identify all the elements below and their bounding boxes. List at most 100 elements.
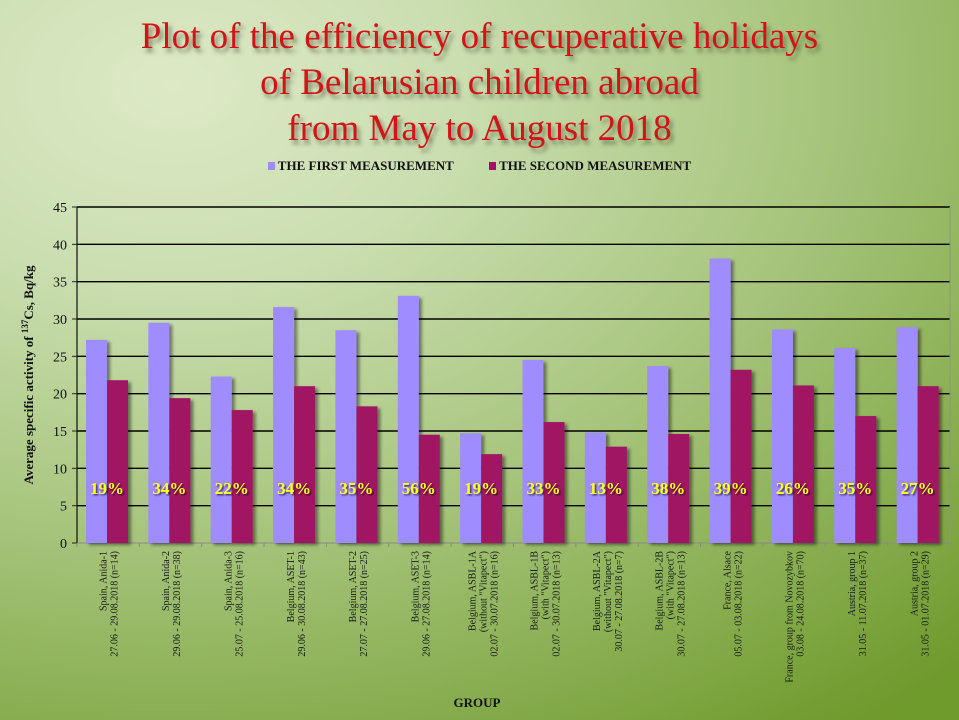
percent-label: 26% [776,479,810,498]
bar-second-measurement [481,454,503,543]
y-tick-label: 20 [53,388,67,403]
category-label: Spain, Anida-2 29.06 - 29.08.2018 (n=38) [161,551,183,657]
category-label-line: 31.05 - 11.07.2018 (n=37) [858,551,869,656]
bar-first-measurement [771,329,793,543]
category-labels: Spain, Anida-1 27.06 - 29.08.2018 (n=14) S… [99,550,932,682]
category-label-line: 29.06 - 30.08.2018 (n=43) [297,551,308,657]
category-label-line: 29.06 - 27.08.2018 (n=14) [421,551,432,657]
bar-second-measurement [107,380,128,543]
percent-label: 13% [589,479,623,498]
y-tick-label: 5 [60,500,67,515]
category-label-line: 31.05 - 01.07.2018 (n=29) [920,551,931,657]
bar-second-measurement [356,406,378,543]
bar-second-measurement [169,398,191,543]
bar-first-measurement [210,376,232,543]
category-label-line: Belgium, ASBL-2A [592,550,603,631]
bar-second-measurement [231,410,253,543]
percent-label: 34% [152,479,186,498]
bar-second-measurement [418,434,440,543]
category-label: Belgium, ASET-1 29.06 - 30.08.2018 (n=43) [286,551,308,657]
y-tick-label: 10 [53,462,67,477]
y-axis-label-prefix: Average specific activity of [21,333,36,484]
percent-label: 38% [651,479,685,498]
category-label-line: 05.07 - 03.08.2018 (n=22) [733,551,744,657]
category-label-line: 30.07 - 27.08.2018 (n=7) [614,551,625,652]
legend-swatch-second [489,162,497,170]
y-axis-ticks: 0 5 10 15 20 25 30 35 40 45 [53,201,77,552]
bar-second-measurement [543,422,565,543]
bar-second-measurement [605,446,627,543]
chart-title-line-1: Plot of the efficiency of recuperative h… [140,16,819,57]
bar-first-measurement [86,339,107,543]
bar-first-measurement [584,432,606,543]
category-label-line: Spain, Anida-2 [161,551,172,611]
y-tick-label: 15 [53,425,67,440]
category-label-line: 02.07 - 30.07.2018 (n=16) [489,551,500,657]
category-label-line: France, Alsace [722,550,733,609]
bar-first-measurement [397,295,419,543]
gridlines [76,206,951,544]
bar-first-measurement [709,258,731,543]
percent-label: 35% [339,479,373,498]
legend-label-first: THE FIRST MEASUREMENT [277,158,454,173]
legend-swatch-first [267,162,275,170]
category-label-line: (without "Vitapect") [603,551,614,632]
y-tick-label: 0 [60,537,67,552]
category-label-line: 02.07 - 30.07.2018 (n=13) [552,551,563,657]
category-label: Belgium, ASBL-1A (without "Vitapect") 02.0… [467,550,500,656]
chart-title-line-3: from May to August 2018 [287,108,672,149]
category-label-line: France, group from Novozybkov [785,551,796,683]
percent-label: 39% [714,479,748,498]
bar-second-measurement [668,433,690,543]
category-label-line: (with "Vitapect") [541,551,552,619]
category-label-line: Belgium, ASET-3 [410,551,421,622]
category-label: Belgium, ASBL-2B (with "Vitapect") 30.07 -… [654,551,687,657]
category-label: France, group from Novozybkov 03.08 - 24.… [785,551,807,683]
y-axis-label-superscript: 137 [20,319,30,333]
legend-item-second: THE SECOND MEASUREMENT [489,158,691,174]
x-axis-label: GROUP [454,695,501,710]
category-label-line: Austria, group 2 [909,551,920,616]
bar-second-measurement [792,385,814,543]
bar-second-measurement [917,386,939,543]
chart-title-line-2: of Belarusian children abroad [260,62,699,103]
bar-first-measurement [896,327,918,543]
bar-first-measurement [148,322,170,543]
percent-labels: 19% 34% 22% 34% 35% 56% 19% 33% 13% 38% 39% 26% 35% 2… [90,479,935,498]
bars [86,258,939,543]
percent-label: 27% [901,479,935,498]
percent-label: 19% [90,479,124,498]
category-label-line: 27.07 - 27.08.2018 (n=25) [359,551,370,657]
legend-label-second: THE SECOND MEASUREMENT [499,158,692,173]
bar-first-measurement [834,348,856,543]
category-label-line: Belgium, ASBL-2B [654,551,665,631]
percent-label: 19% [464,479,498,498]
category-label-line: Belgium, ASBL-1A [467,550,478,631]
bar-first-measurement [522,360,544,543]
category-label: France, Alsace 05.07 - 03.08.2018 (n=22) [722,550,744,656]
y-tick-label: 35 [53,276,67,291]
category-label: Austria, group 2 31.05 - 01.07.2018 (n=29… [909,551,931,657]
percent-label: 33% [527,479,561,498]
category-label-line: Austria, group 1 [847,551,858,616]
y-tick-label: 40 [53,238,67,253]
bar-first-measurement [647,366,669,543]
bar-second-measurement [294,386,316,543]
category-label-line: 27.06 - 29.08.2018 (n=14) [110,551,121,657]
y-axis-label: Average specific activity of 137Cs, Bq/k… [20,265,36,485]
bar-second-measurement [855,416,877,543]
bar-first-measurement [460,433,482,543]
category-label-line: Spain, Anida-1 [99,551,110,611]
bar-second-measurement [730,369,752,543]
category-label: Belgium, ASBL-2A (without "Vitapect") 30.0… [592,550,625,651]
legend: THE FIRST MEASUREMENT THE SECOND MEASURE… [0,158,959,174]
y-tick-label: 30 [53,313,67,328]
category-label-line: Belgium, ASET-2 [348,551,359,622]
category-label: Spain, Anida-3 25.07 - 25.08.2018 (n=16) [223,551,245,657]
y-tick-label: 45 [53,201,67,216]
bar-first-measurement [273,307,295,543]
percent-label: 22% [215,479,249,498]
category-label-line: Belgium, ASET-1 [286,551,297,622]
percent-label: 56% [402,479,436,498]
category-label-line: 25.07 - 25.08.2018 (n=16) [234,551,245,657]
